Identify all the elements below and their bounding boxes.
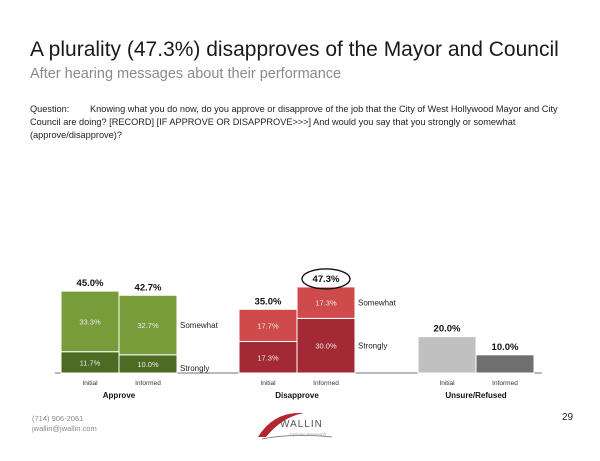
segment-name-somewhat: Somewhat: [358, 299, 397, 308]
highlight-circle: [301, 268, 351, 290]
bar-segment-approve-informed-somewhat: [118, 294, 178, 356]
company-logo: WALLIN Opinion Research: [252, 407, 362, 441]
segment-value-label: 30.0%: [315, 342, 337, 351]
x-tick-label: Informed: [135, 380, 161, 387]
segment-name-strongly: Strongly: [358, 342, 387, 351]
bar-total-label: 20.0%: [434, 324, 461, 335]
bar-total-label: 35.0%: [255, 296, 282, 307]
bar-total-label: 10.0%: [492, 342, 519, 353]
question-label: Question:: [30, 104, 70, 114]
question-block: Question: Knowing what you do now, do you…: [30, 103, 585, 142]
bar-segment-disapprove-initial-strongly: [238, 341, 298, 374]
segment-value-label: 10.0%: [137, 360, 159, 369]
segment-value-label: 11.7%: [80, 358, 101, 367]
question-text: Knowing what you do now, do you approve …: [30, 104, 558, 140]
contact-email: jwallin@jwallin.com: [32, 424, 97, 433]
x-tick-label: Informed: [313, 380, 339, 387]
page-number: 29: [562, 412, 574, 423]
segment-value-label: 33.3%: [79, 317, 101, 326]
group-label: Unsure/Refused: [445, 391, 506, 400]
x-tick-label: Informed: [492, 380, 518, 387]
bar-segment-disapprove-informed-somewhat: [296, 286, 356, 319]
logo-sub: Opinion Research: [290, 432, 327, 437]
bar-segment-disapprove-initial-somewhat: [238, 308, 298, 343]
bar-unsure-refused-initial: [417, 336, 477, 374]
group-label: Approve: [103, 391, 136, 400]
segment-name-strongly: Strongly: [180, 364, 209, 373]
bar-total-label: 45.0%: [77, 278, 104, 289]
logo-word: WALLIN: [280, 419, 323, 430]
segment-value-label: 17.7%: [257, 321, 279, 330]
x-tick-label: Initial: [260, 380, 276, 387]
contact-info: (714) 906-2061 jwallin@jwallin.com: [32, 414, 97, 434]
segment-name-somewhat: Somewhat: [180, 321, 219, 330]
bar-total-label: 47.3%: [313, 274, 340, 285]
bar-segment-disapprove-informed-strongly: [296, 317, 356, 374]
logo-swoosh-icon: [258, 412, 333, 440]
segment-value-label: 17.3%: [315, 299, 337, 308]
group-label: Disapprove: [275, 391, 319, 400]
page-title: A plurality (47.3%) disapproves of the M…: [30, 38, 559, 61]
page-subtitle: After hearing messages about their perfo…: [30, 66, 342, 82]
contact-phone: (714) 906-2061: [32, 414, 84, 423]
x-tick-label: Initial: [82, 380, 98, 387]
bar-total-label: 42.7%: [135, 282, 162, 293]
segment-value-label: 32.7%: [137, 321, 159, 330]
bar-unsure-refused-informed: [475, 354, 535, 374]
bar-segment-approve-initial-somewhat: [60, 290, 120, 353]
segment-value-label: 17.3%: [257, 353, 279, 362]
x-tick-label: Initial: [439, 380, 455, 387]
